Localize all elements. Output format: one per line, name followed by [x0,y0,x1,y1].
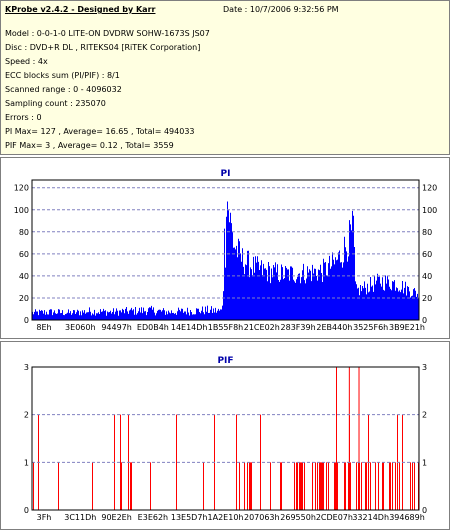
y-tick-label-left: 60 [19,250,29,259]
x-tick-label: 3B9E21h [389,323,425,332]
y-tick-label-left: 100 [14,206,29,215]
y-tick-label-left: 120 [14,184,29,193]
info-line-ecc: ECC blocks sum (PI/PIF) : 8/1 [5,71,120,80]
x-tick-label: 3C11Dh [64,513,96,522]
x-tick-label: ED0B4h [137,323,169,332]
y-tick-label-left: 20 [19,294,29,303]
x-tick-label: 3Fh [37,513,52,522]
y-tick-label-right: 1 [422,458,427,467]
x-tick-label: 283F39h [281,323,316,332]
x-tick-label: 8Eh [36,323,51,332]
app-title: KProbe v2.4.2 - Designed by Karr [5,5,156,14]
y-tick-label-right: 100 [422,206,437,215]
y-tick-label-right: 120 [422,184,437,193]
pif-chart-panel: PIF 0 0 1 1 2 2 3 3 3Fh 3C11Dh 90E2Eh E3E62h 13E5D7h 1… [0,341,450,530]
info-line-model: Model : 0-0-1-0 LITE-ON DVDRW SOHW-1673S… [5,29,210,38]
y-tick-label-right: 80 [422,228,432,237]
x-tick-label: 2CDE07h [316,513,353,522]
y-tick-label-left: 1 [24,458,29,467]
y-tick-label-left: 0 [24,316,29,325]
data-bars [33,367,419,510]
x-tick-label: 94497h [101,323,132,332]
info-line-pif-stats: PIF Max= 3 , Average= 0.12 , Total= 3559 [5,141,174,150]
pi-chart-panel: PI 0 0 20 20 40 40 60 60 80 80 100 100 120 120 8Eh 3E060… [0,157,450,339]
info-line-pi-stats: PI Max= 127 , Average= 16.65 , Total= 49… [5,127,195,136]
x-tick-label: 269550h [280,513,316,522]
x-tick-label: E3E62h [138,513,168,522]
y-tick-label-left: 2 [24,411,29,420]
info-line-disc: Disc : DVD+R DL , RITEKS04 [RiTEK Corpor… [5,43,201,52]
pif-chart: PIF 0 0 1 1 2 2 3 3 3Fh 3C11Dh 90E2Eh E3E62h 13E5D7h 1… [24,356,427,522]
y-tick-label-right: 0 [422,316,427,325]
info-line-sampling: Sampling count : 235070 [5,99,106,108]
plot-area [31,366,420,511]
y-tick-label-left: 0 [24,506,29,515]
y-tick-label-right: 20 [422,294,432,303]
x-tick-label: 33214Dh [352,513,389,522]
y-tick-label-left: 40 [19,272,29,281]
x-tick-label: 13E5D7h [171,513,208,522]
data-bars [32,201,419,320]
scan-date: Date : 10/7/2006 9:32:56 PM [223,5,339,14]
info-line-errors: Errors : 0 [5,113,42,122]
y-tick-label-right: 60 [422,250,432,259]
x-tick-label: 207063h [244,513,280,522]
y-tick-label-right: 2 [422,411,427,420]
y-tick-label-right: 3 [422,363,427,372]
x-tick-label: 1A2E10h [208,513,244,522]
x-tick-label: 1B55F8h [208,323,244,332]
info-line-range: Scanned range : 0 - 4096032 [5,85,122,94]
y-tick-label-right: 40 [422,272,432,281]
info-line-speed: Speed : 4x [5,57,48,66]
x-tick-label: 3525F6h [353,323,388,332]
y-tick-label-left: 80 [19,228,29,237]
x-tick-label: 14E14Dh [171,323,208,332]
info-panel: KProbe v2.4.2 - Designed by Karr Date : … [0,0,450,155]
y-tick-label-right: 0 [422,506,427,515]
y-tick-label-left: 3 [24,363,29,372]
chart-title: PIF [217,356,233,366]
pi-chart: PI 0 0 20 20 40 40 60 60 80 80 100 100 120 120 8Eh 3E060… [14,169,438,332]
chart-title: PI [221,169,231,179]
x-tick-label: 3E060h [65,323,95,332]
x-tick-label: 2EB440h [316,323,352,332]
x-tick-label: 21CE02h [244,323,280,332]
x-tick-label: 394689h [389,513,425,522]
x-tick-label: 90E2Eh [101,513,131,522]
